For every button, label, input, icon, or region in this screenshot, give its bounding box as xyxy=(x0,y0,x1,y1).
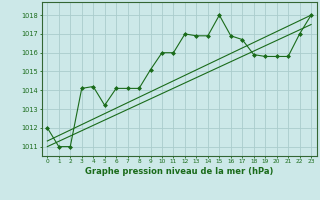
X-axis label: Graphe pression niveau de la mer (hPa): Graphe pression niveau de la mer (hPa) xyxy=(85,167,273,176)
